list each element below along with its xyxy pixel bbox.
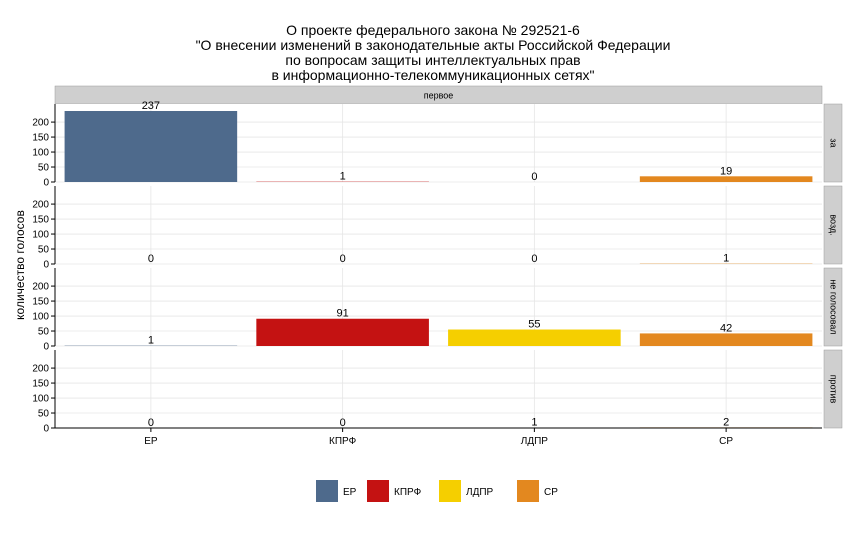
legend-label: ЛДПР bbox=[466, 487, 494, 498]
y-tick-label: 150 bbox=[32, 133, 49, 144]
data-label: 1 bbox=[148, 335, 154, 347]
bar-ЛДПР bbox=[448, 330, 621, 346]
facet-strip-right-label: за bbox=[829, 138, 839, 147]
data-label: 1 bbox=[340, 171, 346, 183]
chart-title-line: О проекте федерального закона № 292521-6 bbox=[286, 22, 580, 38]
legend-label: ЕР bbox=[343, 487, 357, 498]
data-label: 55 bbox=[528, 319, 540, 331]
y-tick-label: 100 bbox=[32, 312, 49, 323]
y-tick-label: 150 bbox=[32, 297, 49, 308]
y-axis-title: количество голосов bbox=[13, 210, 27, 320]
legend-swatch-ЕР bbox=[316, 480, 338, 502]
data-label: 1 bbox=[531, 417, 537, 429]
legend-label: КПРФ bbox=[394, 487, 422, 498]
y-tick-label: 50 bbox=[38, 327, 50, 338]
legend-swatch-КПРФ bbox=[367, 480, 389, 502]
data-label: 91 bbox=[337, 308, 349, 320]
data-label: 19 bbox=[720, 165, 732, 177]
y-tick-label: 100 bbox=[32, 148, 49, 159]
data-label: 2 bbox=[723, 416, 729, 428]
y-tick-label: 50 bbox=[38, 409, 50, 420]
data-label: 237 bbox=[142, 100, 160, 112]
y-tick-label: 150 bbox=[32, 379, 49, 390]
y-tick-label: 50 bbox=[38, 163, 50, 174]
facet-strip-right-label: против bbox=[829, 375, 839, 404]
y-tick-label: 100 bbox=[32, 394, 49, 405]
chart-title-line: в информационно-телекоммуникационных сет… bbox=[271, 67, 594, 83]
y-tick-label: 0 bbox=[43, 424, 49, 435]
x-tick-label: ЛДПР bbox=[521, 436, 549, 447]
y-tick-label: 200 bbox=[32, 282, 49, 293]
legend-label: СР bbox=[544, 487, 558, 498]
data-label: 0 bbox=[340, 253, 346, 265]
data-label: 1 bbox=[723, 253, 729, 265]
legend-swatch-СР bbox=[517, 480, 539, 502]
chart-title-line: "О внесении изменений в законодательные … bbox=[196, 37, 671, 53]
bar-КПРФ bbox=[256, 319, 429, 346]
data-label: 0 bbox=[340, 417, 346, 429]
data-label: 0 bbox=[531, 171, 537, 183]
legend-swatch-ЛДПР bbox=[439, 480, 461, 502]
bar-ЕР bbox=[65, 111, 238, 182]
x-tick-label: КПРФ bbox=[329, 436, 357, 447]
y-tick-label: 100 bbox=[32, 230, 49, 241]
y-tick-label: 150 bbox=[32, 215, 49, 226]
bar-СР bbox=[640, 333, 813, 346]
y-tick-label: 0 bbox=[43, 178, 49, 189]
data-label: 0 bbox=[531, 253, 537, 265]
chart-title-line: по вопросам защиты интеллектуальных прав bbox=[285, 52, 580, 68]
x-tick-label: ЕР bbox=[144, 436, 158, 447]
facet-panel bbox=[55, 186, 822, 264]
y-tick-label: 50 bbox=[38, 245, 50, 256]
facet-strip-right-label: не голосовал bbox=[829, 279, 839, 334]
facet-strip-right-label: возд. bbox=[829, 214, 839, 235]
facet-strip-top-label: первое bbox=[424, 91, 454, 101]
y-tick-label: 0 bbox=[43, 342, 49, 353]
y-tick-label: 200 bbox=[32, 118, 49, 129]
data-label: 0 bbox=[148, 253, 154, 265]
y-tick-label: 200 bbox=[32, 200, 49, 211]
data-label: 42 bbox=[720, 322, 732, 334]
data-label: 0 bbox=[148, 417, 154, 429]
y-tick-label: 200 bbox=[32, 364, 49, 375]
x-tick-label: СР bbox=[719, 436, 733, 447]
facet-panel bbox=[55, 350, 822, 428]
y-tick-label: 0 bbox=[43, 260, 49, 271]
